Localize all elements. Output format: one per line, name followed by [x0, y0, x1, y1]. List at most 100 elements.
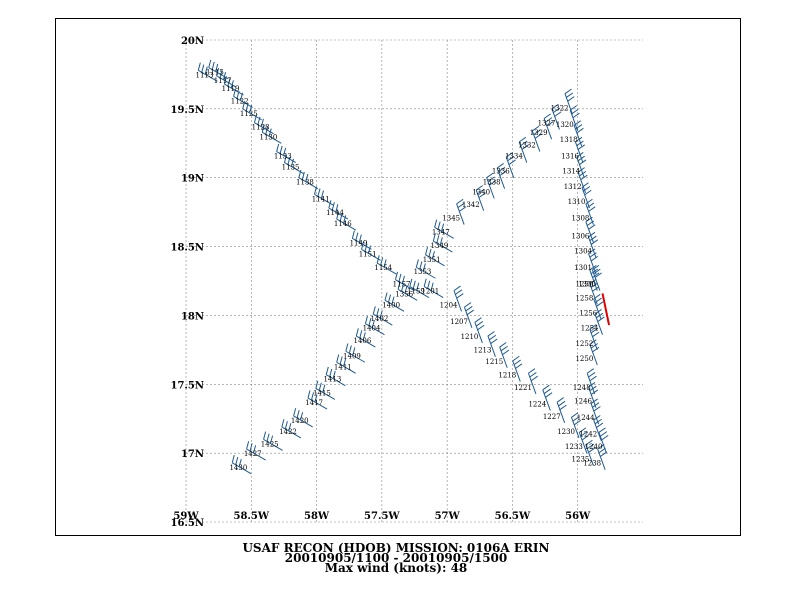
obs-time-label: 1420: [291, 417, 309, 425]
time-range: 20010905/1100 - 20010905/1500: [284, 551, 508, 565]
obs-time-label: 1332: [518, 142, 536, 150]
obs-time-label: 1327: [538, 120, 556, 128]
obs-time-label: 1406: [354, 337, 372, 345]
wind-barb: [231, 454, 252, 475]
wind-barb: [499, 342, 510, 368]
wind-barb: [593, 415, 604, 441]
obs-time-label: 1218: [498, 372, 516, 380]
obs-time-label: 1300: [578, 281, 596, 289]
lon-tick-label: 56W: [565, 511, 591, 522]
obs-time-label: 1113: [196, 71, 214, 79]
obs-time-label: 1201: [421, 288, 439, 296]
obs-time-label: 1425: [261, 440, 279, 448]
wind-barb: [588, 248, 599, 275]
wind-barb: [585, 198, 596, 225]
obs-time-label: 1138: [296, 179, 314, 187]
wind-barb: [512, 355, 523, 382]
obs-time-label: 1244: [577, 414, 595, 422]
obs-time-label: 1306: [572, 232, 590, 240]
obs-time-label: 1242: [579, 431, 597, 439]
obs-time-label: 1322: [551, 104, 569, 112]
obs-time-label: 1304: [574, 248, 592, 256]
wind-barb: [542, 384, 553, 411]
obs-time-label: 1258: [575, 294, 593, 302]
obs-time-label: 1151: [359, 250, 377, 258]
obs-time-label: 1336: [492, 168, 510, 176]
wind-barb: [589, 264, 600, 291]
obs-time-label: 1353: [414, 268, 432, 276]
obs-time-label: 1409: [343, 352, 361, 360]
obs-time-label: 1224: [528, 400, 546, 408]
obs-time-label: 1213: [474, 347, 492, 355]
map-frame: [55, 18, 741, 536]
wind-barb: [351, 230, 372, 250]
wind-barb: [518, 136, 529, 163]
obs-time-label: 1342: [462, 201, 480, 209]
obs-time-label: 1314: [562, 168, 580, 176]
wind-barb: [453, 285, 464, 312]
obs-time-label: 1154: [374, 264, 392, 272]
lat-tick-label: 17N: [181, 449, 204, 460]
obs-time-label: 1130: [259, 133, 277, 141]
wind-barb: [432, 233, 453, 253]
wind-barb: [397, 281, 418, 301]
obs-time-label: 1256: [579, 310, 597, 318]
obs-time-label: 1149: [350, 239, 368, 247]
obs-time-label: 1230: [557, 428, 575, 436]
obs-time-label: 1345: [442, 215, 460, 223]
wind-barb: [505, 152, 516, 178]
wind-barb: [423, 278, 444, 298]
obs-time-label: 1215: [485, 358, 503, 366]
lat-tick-label: 19N: [181, 174, 204, 185]
wind-barb: [569, 105, 580, 132]
obs-time-label: 1310: [568, 198, 586, 206]
wind-barb: [415, 259, 436, 279]
obs-time-label: 1413: [323, 376, 341, 384]
max-wind-text: Max wind (knots): 48: [324, 561, 468, 575]
wind-barb: [409, 278, 430, 298]
obs-time-label: 1144: [326, 209, 344, 217]
obs-time-label: 1415: [313, 389, 331, 397]
wind-barb: [261, 124, 282, 144]
wind-barb: [474, 317, 485, 344]
obs-time-label: 1334: [505, 153, 523, 161]
lat-tick-label: 17.5N: [171, 380, 205, 391]
obs-time-label: 1430: [229, 464, 247, 472]
wind-barb: [372, 306, 393, 326]
wind-barb: [293, 408, 313, 428]
obs-time-label: 1340: [472, 188, 490, 196]
obs-time-label: 1312: [564, 183, 582, 191]
wind-barb: [574, 136, 585, 163]
wind-barb: [578, 427, 589, 454]
wind-barb: [588, 231, 599, 258]
obs-time-label: 1316: [561, 153, 579, 161]
obs-time-label: 1221: [514, 384, 532, 392]
obs-time-label: 1246: [574, 398, 592, 406]
obs-time-label: 1349: [431, 242, 449, 250]
obs-time-label: 1427: [244, 450, 262, 458]
obs-time-label: 1115: [206, 69, 224, 77]
lon-tick-label: 58W: [304, 511, 330, 522]
lat-lon-grid: [185, 39, 643, 523]
lon-tick-label: 59W: [173, 511, 199, 522]
max-wind-barb: [601, 293, 611, 326]
obs-time-label: 1233: [565, 443, 583, 451]
lon-tick-label: 56.5W: [495, 511, 531, 522]
lon-tick-label: 57W: [435, 511, 461, 522]
wind-barb: [315, 380, 336, 400]
wind-barb: [591, 264, 602, 291]
wind-barb: [325, 366, 346, 387]
obs-time-label: 1235: [572, 456, 590, 464]
wind-barb: [223, 76, 244, 96]
wind-barb: [394, 271, 415, 292]
wind-barb: [246, 441, 266, 461]
wind-barb: [364, 315, 385, 336]
obs-time-label: 1125: [240, 110, 258, 118]
obs-time-label: 1329: [530, 129, 548, 137]
obs-time-label: 1320: [556, 121, 574, 129]
wind-barb: [487, 331, 498, 357]
wind-barb: [263, 431, 283, 451]
wind-barb: [281, 419, 302, 439]
